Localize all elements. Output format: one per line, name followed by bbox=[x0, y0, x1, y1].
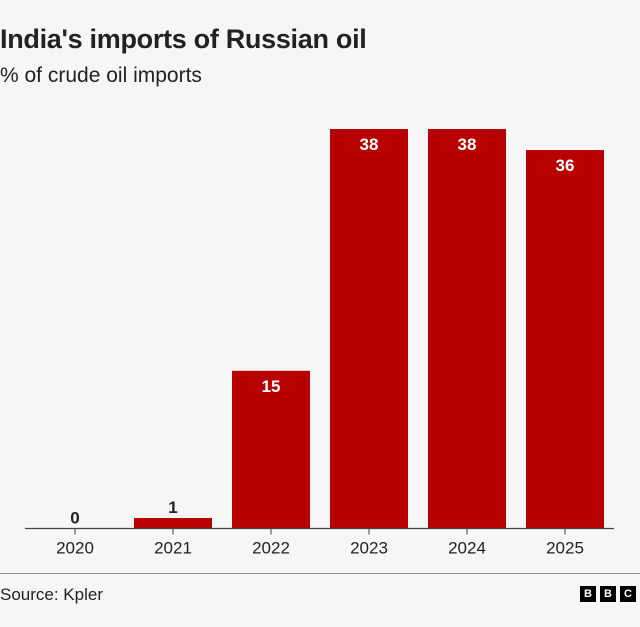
data-label-2022: 15 bbox=[262, 377, 281, 396]
x-tick-label-2020: 2020 bbox=[56, 539, 94, 558]
data-label-2025: 36 bbox=[556, 156, 575, 175]
data-label-2020: 0 bbox=[70, 509, 79, 528]
chart-title: India's imports of Russian oil bbox=[0, 24, 367, 54]
data-label-2021: 1 bbox=[168, 498, 177, 517]
source-note: Source: Kpler bbox=[0, 585, 103, 604]
bar-2022 bbox=[232, 370, 310, 529]
x-tick-label-2022: 2022 bbox=[252, 539, 290, 558]
footer-divider bbox=[0, 573, 640, 574]
x-tick-label-2025: 2025 bbox=[546, 539, 584, 558]
x-tick-label-2023: 2023 bbox=[350, 539, 388, 558]
data-label-2023: 38 bbox=[360, 135, 379, 154]
x-tick-label-2024: 2024 bbox=[448, 539, 486, 558]
bar-2024 bbox=[428, 129, 506, 529]
bbc-logo-letter: B bbox=[600, 586, 616, 602]
chart-subtitle: % of crude oil imports bbox=[0, 64, 202, 87]
bar-2021 bbox=[134, 517, 212, 529]
data-label-2024: 38 bbox=[458, 135, 477, 154]
bar-2025 bbox=[526, 150, 604, 529]
bar-2023 bbox=[330, 129, 408, 529]
bbc-logo: B B C bbox=[580, 586, 636, 602]
bbc-logo-letter: C bbox=[620, 586, 636, 602]
x-tick-label-2021: 2021 bbox=[154, 539, 192, 558]
bbc-logo-letter: B bbox=[580, 586, 596, 602]
